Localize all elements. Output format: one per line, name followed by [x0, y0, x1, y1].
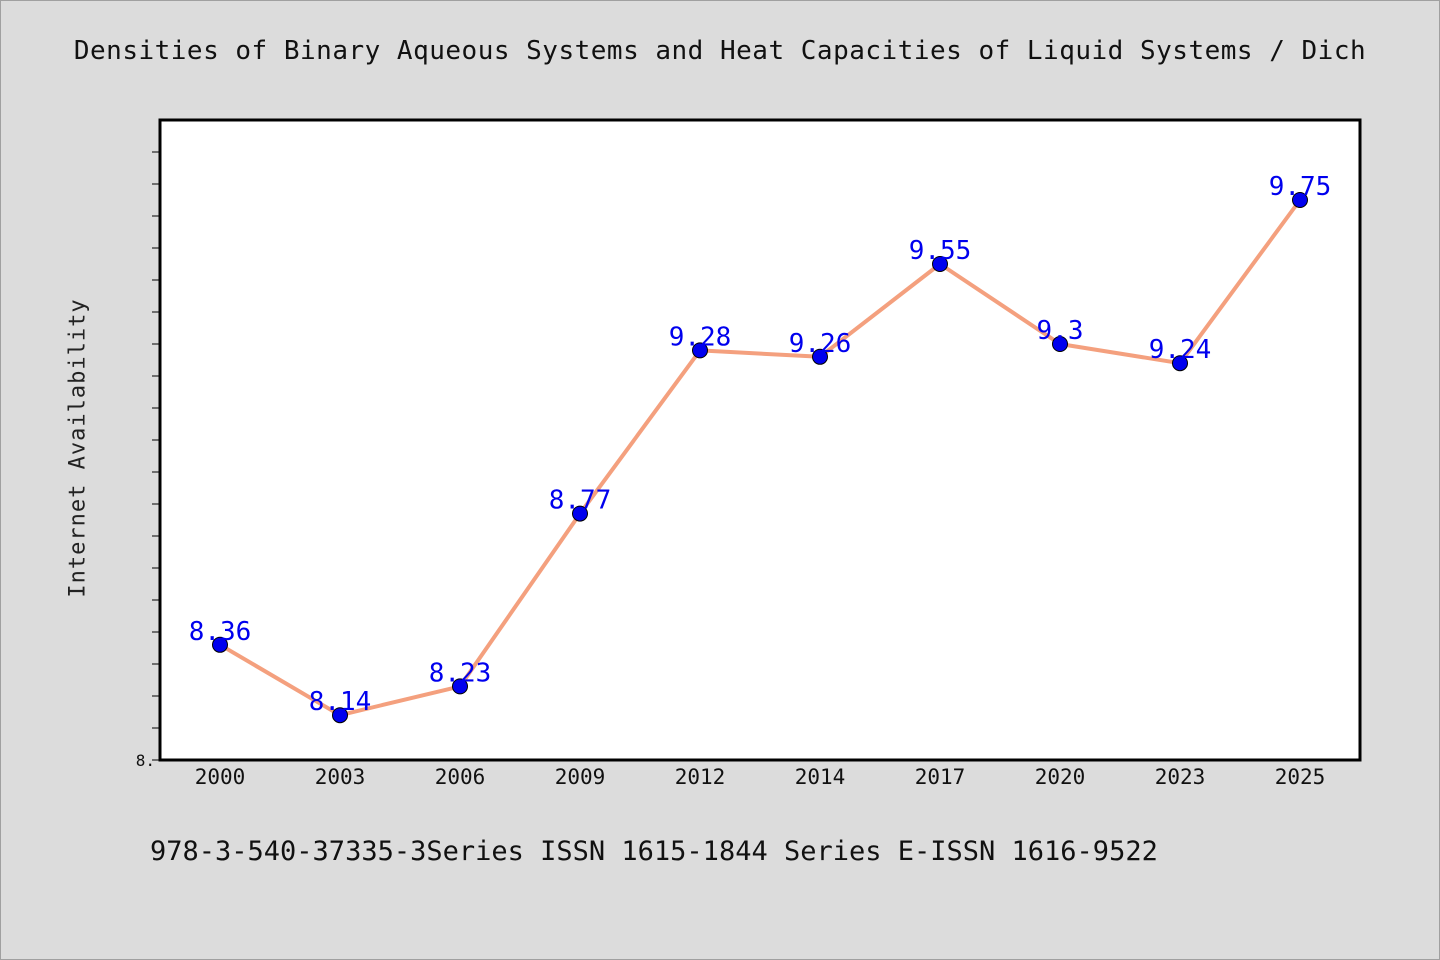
data-point	[572, 505, 588, 522]
series-line	[218, 198, 1302, 718]
y-tick-label: 8.	[136, 751, 155, 770]
footer-text: 978-3-540-37335-3Series ISSN 1615-1844 S…	[150, 836, 1158, 867]
x-tick-label: 2000	[195, 765, 246, 789]
data-point	[1052, 336, 1068, 352]
data-label: 9.3	[1037, 316, 1084, 346]
x-tick-label: 2006	[435, 765, 486, 789]
data-label: 8.14	[309, 687, 372, 717]
x-tick-label: 2003	[315, 765, 366, 789]
x-axis-tick-labels: 2000 2003 2006 2009 2012 2014 2017 2020 2023 2025	[195, 765, 1326, 789]
x-tick-label: 2012	[675, 765, 726, 789]
x-tick-label: 2014	[795, 765, 846, 789]
data-label: 9.24	[1149, 335, 1212, 365]
plot-area	[158, 118, 1362, 762]
data-label: 9.26	[789, 329, 852, 359]
data-label: 9.55	[909, 236, 972, 266]
data-label: 8.77	[549, 486, 612, 516]
x-tick-label: 2023	[1155, 765, 1206, 789]
x-tick-label: 2017	[915, 765, 966, 789]
data-label: 8.23	[429, 658, 492, 688]
data-point	[1292, 192, 1308, 208]
data-point	[212, 636, 228, 653]
data-point	[452, 678, 468, 695]
data-point	[1172, 355, 1188, 372]
data-point	[692, 342, 708, 359]
data-points	[212, 192, 1308, 724]
y-axis-ticks	[152, 151, 160, 761]
data-point	[812, 348, 828, 365]
data-label: 9.28	[669, 322, 732, 352]
data-point	[332, 707, 348, 724]
chart-title: Densities of Binary Aqueous Systems and …	[73, 36, 1367, 66]
data-label: 8.36	[189, 617, 252, 647]
data-labels: 8.36 8.14 8.23 8.77 9.28 9.26 9.55 9.3 9.24 9.75	[189, 172, 1332, 717]
data-label: 9.75	[1269, 172, 1332, 202]
x-tick-label: 2020	[1035, 765, 1086, 789]
data-point	[932, 256, 948, 272]
x-tick-label: 2009	[555, 765, 606, 789]
x-tick-label: 2025	[1275, 765, 1326, 789]
series-polyline	[218, 198, 1302, 718]
